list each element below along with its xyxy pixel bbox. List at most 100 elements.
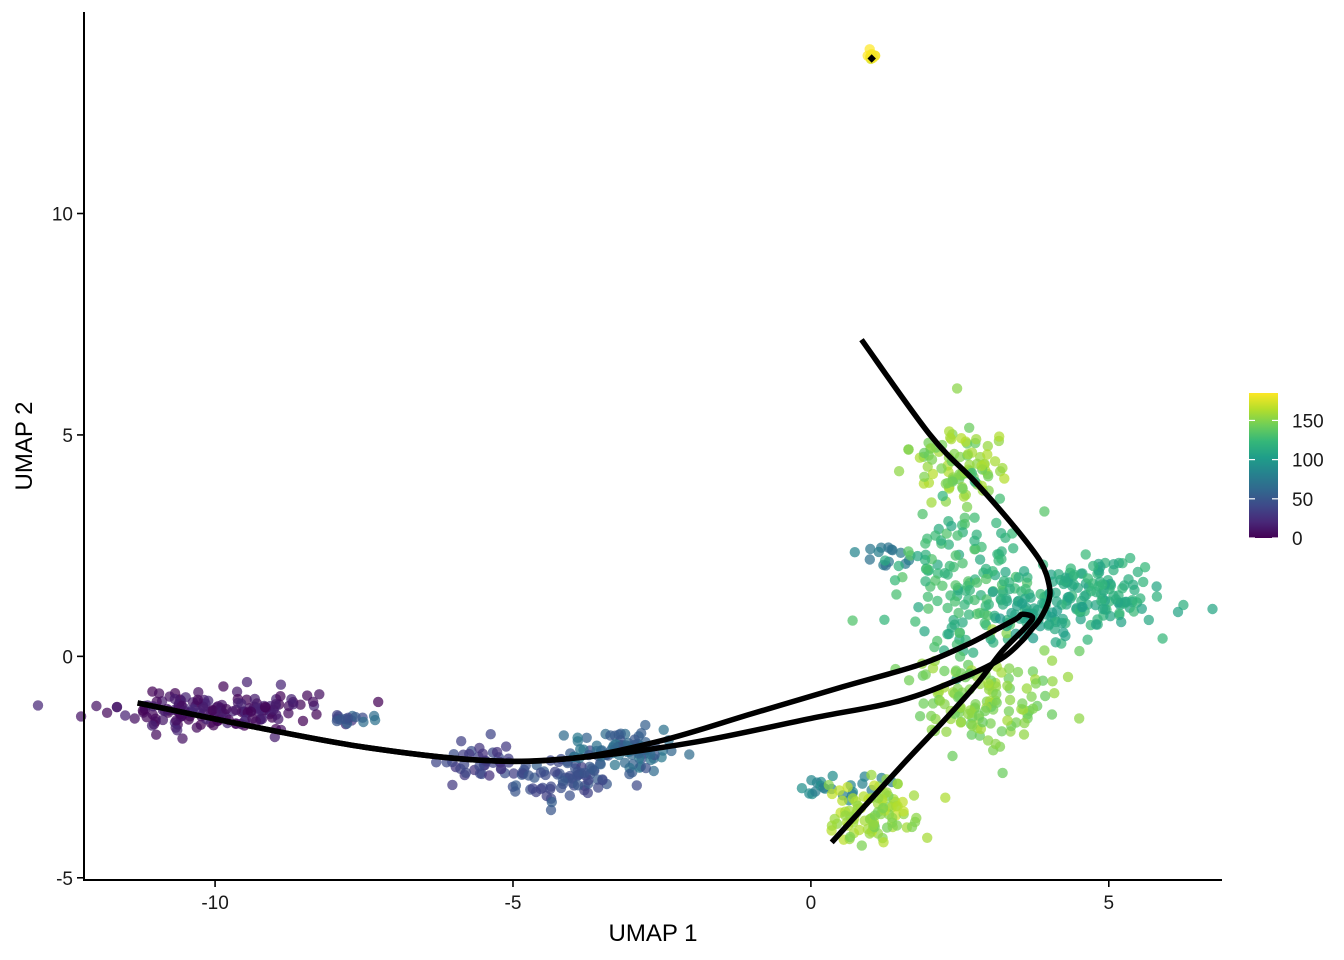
cell-point: [854, 824, 865, 836]
cell-point: [146, 720, 158, 731]
cell-point: [1004, 583, 1015, 595]
cell-point: [1019, 717, 1030, 729]
cell-point: [977, 717, 988, 728]
cell-point: [889, 575, 901, 586]
cell-point: [976, 460, 987, 471]
y-tick-label: -5: [56, 869, 73, 890]
cell-point: [919, 447, 930, 459]
cell-point: [969, 594, 980, 606]
cell-point: [1027, 666, 1039, 677]
cell-point: [963, 708, 974, 720]
cell-point: [866, 769, 877, 781]
cell-point: [868, 819, 879, 831]
cell-point: [994, 431, 1005, 442]
cell-point: [545, 783, 556, 795]
cell-point: [892, 801, 903, 812]
cell-point: [879, 614, 890, 625]
cell-point: [495, 763, 507, 775]
cell-point: [944, 426, 955, 437]
cell-point: [491, 746, 503, 758]
cell-point: [991, 517, 1002, 529]
cell-point: [510, 786, 521, 797]
cell-point: [1097, 579, 1108, 590]
cell-point: [1128, 606, 1140, 617]
cell-point: [153, 688, 165, 699]
cell-point: [927, 468, 939, 480]
cell-point: [1074, 645, 1085, 657]
cell-point: [982, 449, 993, 460]
cell-point: [1002, 680, 1013, 691]
cell-point: [971, 577, 983, 588]
cell-point: [1063, 591, 1075, 603]
cell-point: [1062, 671, 1074, 683]
cell-point: [1051, 605, 1063, 616]
x-tick-label: 5: [1104, 893, 1115, 914]
cell-point: [1082, 573, 1094, 584]
cell-point: [864, 554, 875, 565]
cell-point: [947, 750, 958, 762]
cell-point: [1058, 627, 1069, 638]
x-axis-title: UMAP 1: [609, 920, 698, 947]
x-tick-label: -5: [505, 893, 522, 914]
cell-point: [997, 767, 1008, 779]
cell-point: [1004, 663, 1015, 674]
cell-point: [1025, 592, 1036, 603]
cell-point: [918, 698, 929, 709]
cell-point: [198, 702, 209, 713]
cell-point: [275, 691, 286, 702]
cell-point: [982, 440, 993, 452]
cell-point: [837, 795, 848, 806]
cell-point: [456, 736, 467, 747]
cell-point: [269, 731, 280, 743]
cell-point: [985, 718, 996, 729]
cell-point: [484, 770, 495, 781]
cell-point: [1143, 614, 1155, 626]
cell-point: [368, 710, 380, 722]
x-tick-label: 0: [806, 893, 817, 914]
cell-point: [823, 779, 834, 791]
colorbar-tick-label: 50: [1292, 490, 1313, 511]
cell-point: [549, 766, 561, 777]
cell-point: [950, 665, 962, 676]
cell-point: [957, 483, 968, 494]
cell-point: [169, 693, 180, 705]
cell-point: [1207, 603, 1218, 615]
axes: [83, 12, 1222, 881]
cell-point: [157, 714, 169, 726]
cell-point: [932, 635, 943, 647]
cell-point: [969, 544, 980, 555]
cell-point: [946, 434, 957, 445]
cell-point: [545, 804, 557, 816]
cell-point: [1077, 601, 1088, 613]
cell-point: [1046, 655, 1058, 666]
cell-point: [1090, 619, 1102, 630]
cell-point: [572, 732, 583, 743]
cell-point: [942, 602, 953, 614]
cell-point: [1021, 683, 1032, 694]
cell-point: [1082, 634, 1093, 645]
trajectory-curve-2: [137, 611, 1036, 845]
cell-point: [887, 545, 898, 556]
cell-point: [447, 779, 458, 791]
cell-point: [987, 586, 998, 598]
cell-point: [555, 782, 567, 794]
cell-point: [1049, 623, 1061, 635]
y-tick-label: 5: [62, 426, 73, 447]
cell-point: [1004, 694, 1016, 706]
cell-point: [826, 820, 838, 831]
cell-point: [950, 580, 961, 591]
cell-point: [1051, 596, 1062, 607]
cell-point: [914, 711, 926, 722]
cell-point: [847, 793, 859, 804]
colorbar: [1249, 393, 1278, 538]
cell-point: [957, 617, 968, 628]
cell-point: [1046, 709, 1058, 720]
cell-point: [980, 563, 992, 575]
cell-point: [1027, 703, 1039, 714]
cell-point: [1069, 569, 1080, 580]
cell-point: [331, 715, 343, 727]
cell-point: [581, 732, 592, 743]
cell-point: [971, 434, 982, 445]
cell-point: [485, 729, 496, 740]
cell-point: [273, 713, 284, 725]
